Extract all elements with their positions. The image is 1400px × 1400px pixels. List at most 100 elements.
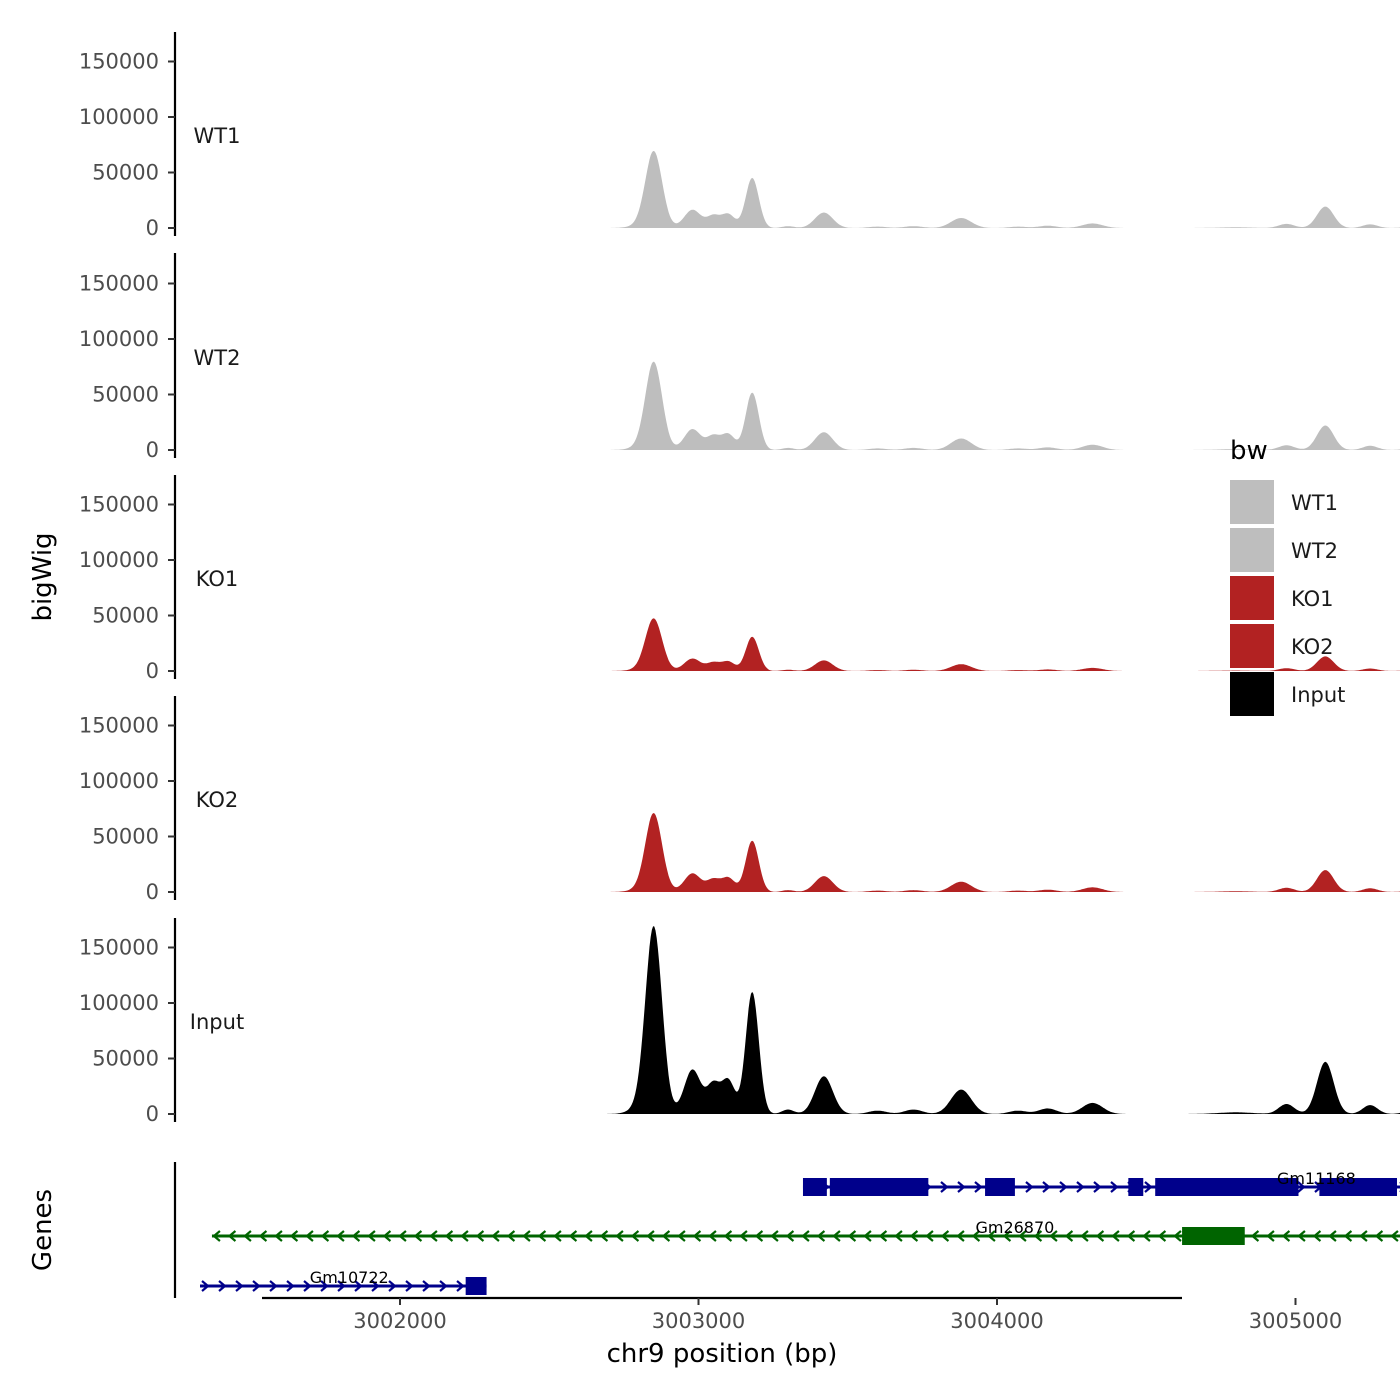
strand-chevron [252,1280,261,1292]
strand-chevron [286,1280,295,1292]
strand-chevron [337,1280,346,1292]
strand-chevron [258,1230,268,1242]
strand-chevron [354,1280,363,1292]
strand-chevron [1033,1230,1043,1242]
strand-chevron [227,1230,237,1242]
strand-chevron [398,1230,407,1242]
legend-swatch [1230,528,1274,572]
exon-block [465,1277,487,1295]
strand-chevron [1018,1230,1027,1242]
strand-chevron [847,1230,857,1242]
x-tick-label: 3005000 [1249,1309,1343,1333]
strand-chevron [460,1230,469,1242]
exon-block [1182,1227,1245,1245]
y-tick-label: 0 [146,1102,159,1126]
strand-chevron [1126,1230,1136,1242]
strand-chevron [201,1280,210,1292]
strand-chevron [1343,1230,1353,1242]
track-ko1: 0 50000 100000 150000 KO1 [79,475,1400,683]
strand-chevron [1095,1230,1105,1242]
strand-chevron [491,1230,500,1242]
x-tick-label: 3004000 [950,1309,1044,1333]
strand-chevron [1059,1181,1068,1193]
gene-label: Gm11168 [1277,1169,1356,1188]
strand-chevron [754,1230,764,1242]
gene-gm26870: Gm26870 [211,1218,1400,1245]
y-tick-label: 0 [146,880,159,904]
gene-label: Gm26870 [975,1218,1054,1237]
strand-chevron [537,1230,547,1242]
strand-chevron [320,1280,329,1292]
y-tick-label: 100000 [79,769,159,793]
strand-chevron [456,1280,465,1292]
strand-chevron [723,1230,733,1242]
strand-chevron [894,1230,903,1242]
x-tick-label: 3002000 [353,1309,447,1333]
strand-chevron [1002,1230,1012,1242]
y-tick-label: 150000 [79,936,159,960]
strand-chevron [218,1280,227,1292]
strand-chevron [1025,1181,1034,1193]
strand-chevron [269,1280,278,1292]
exon-block [1319,1178,1397,1196]
y-tick-label: 150000 [79,493,159,517]
strand-chevron [677,1230,686,1242]
strand-chevron [1250,1230,1260,1242]
x-axis: chr9 position (bp) 3002000 3003000 3004000… [262,1296,1343,1369]
strand-chevron [661,1230,671,1242]
strand-chevron [770,1230,779,1242]
strand-chevron [1042,1181,1051,1193]
legend-label: WT1 [1291,491,1338,515]
exon-block [802,1178,827,1196]
x-axis-title: chr9 position (bp) [607,1339,838,1369]
strand-chevron [506,1230,516,1242]
y-tick-label: 100000 [79,548,159,572]
strand-chevron [816,1230,826,1242]
exon-block [829,1178,929,1196]
strand-chevron [1297,1230,1306,1242]
strand-chevron [1049,1230,1058,1242]
strand-chevron [584,1230,593,1242]
signal-area [585,813,1400,892]
strand-chevron [243,1230,252,1242]
strand-chevron [1328,1230,1337,1242]
strand-chevron [863,1230,872,1242]
track-label: KO1 [196,567,239,591]
strand-chevron [413,1230,423,1242]
strand-chevron [630,1230,640,1242]
exon-block [985,1178,1015,1196]
track-input: 0 50000 100000 150000 Input [79,918,1400,1126]
legend-label: KO2 [1291,635,1334,659]
strand-chevron [1110,1181,1119,1193]
gene-label: Gm10722 [310,1268,389,1287]
strand-chevron [1111,1230,1120,1242]
legend-label: Input [1291,683,1345,707]
strand-chevron [956,1230,965,1242]
strand-chevron [971,1230,981,1242]
strand-chevron [1144,1181,1153,1193]
strand-chevron [1266,1230,1275,1242]
y-tick-label: 50000 [92,1047,159,1071]
strand-chevron [1297,1181,1306,1193]
strand-chevron [1359,1230,1368,1242]
strand-chevron [646,1230,655,1242]
strand-chevron [708,1230,717,1242]
strand-chevron [909,1230,919,1242]
strand-chevron [957,1181,966,1193]
strand-chevron [987,1230,996,1242]
strand-chevron [289,1230,299,1242]
exon-block [1128,1178,1144,1196]
strand-chevron [305,1230,314,1242]
y-tick-label: 50000 [92,161,159,185]
y-tick-label: 100000 [79,327,159,351]
strand-chevron [1173,1230,1182,1242]
legend-swatch [1230,576,1274,620]
x-tick-label: 3003000 [652,1309,746,1333]
legend-label: WT2 [1291,539,1338,563]
track-label: WT2 [194,346,241,370]
strand-chevron [429,1230,438,1242]
strand-chevron [303,1280,312,1292]
strand-chevron [351,1230,361,1242]
track-ko2: 0 50000 100000 150000 KO2 [79,696,1400,904]
